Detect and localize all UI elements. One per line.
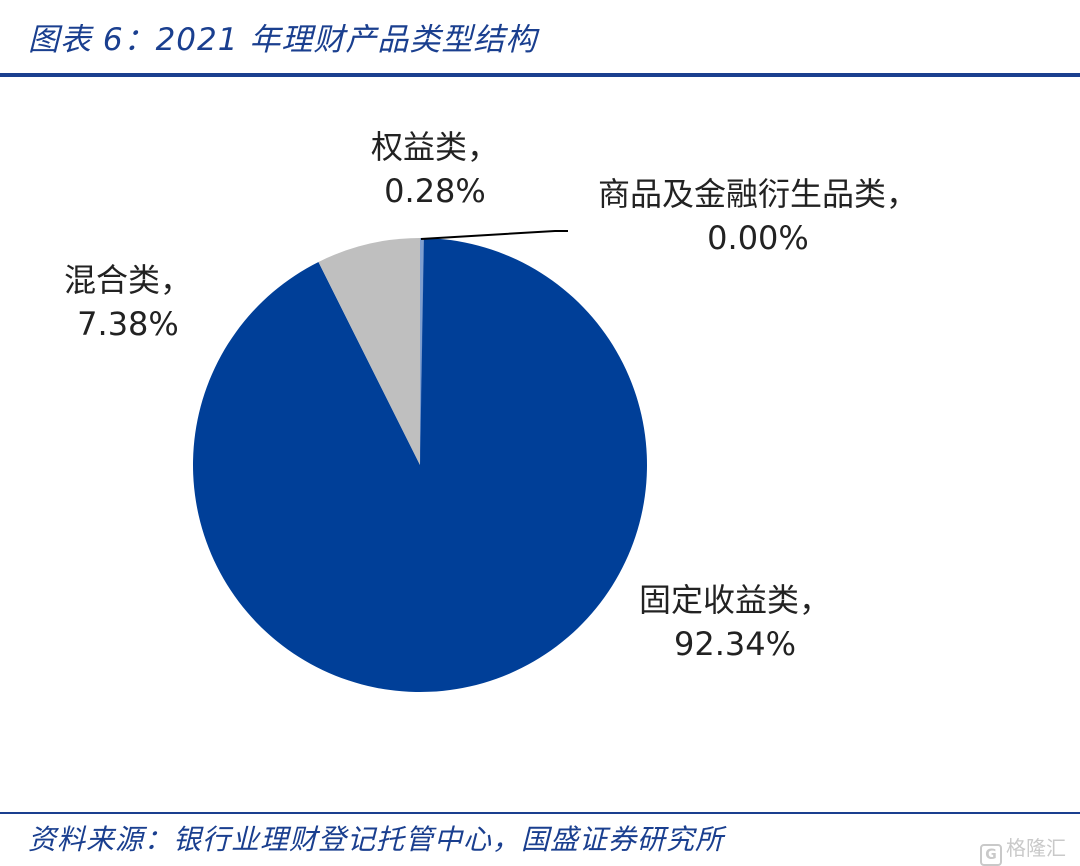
- data-label-value: 0.00%: [707, 219, 809, 257]
- chart-title: 图表 6：2021 年理财产品类型结构: [28, 22, 538, 58]
- data-label-1: 商品及金融衍生品类， 0.00%: [598, 172, 918, 260]
- data-label-value: 7.38%: [77, 305, 179, 343]
- pie-slice-2: [193, 238, 647, 692]
- leader-line: [420, 230, 568, 240]
- data-label-name: 固定收益类，: [638, 581, 832, 619]
- data-label-value: 0.28%: [384, 172, 486, 210]
- data-label-name: 混合类，: [63, 261, 193, 299]
- watermark-logo-icon: G: [980, 844, 1002, 866]
- source-divider: [0, 812, 1080, 814]
- data-label-name: 商品及金融衍生品类，: [597, 175, 919, 213]
- data-label-3: 混合类， 7.38%: [64, 258, 192, 346]
- data-label-0: 权益类， 0.28%: [371, 125, 499, 213]
- data-label-2: 固定收益类， 92.34%: [639, 578, 831, 666]
- title-divider: [0, 73, 1080, 77]
- data-label-value: 92.34%: [673, 625, 797, 663]
- watermark: G 格隆汇: [980, 832, 1066, 866]
- watermark-text: 格隆汇: [1006, 836, 1066, 860]
- data-label-name: 权益类，: [370, 128, 500, 166]
- source-note: 资料来源：银行业理财登记托管中心，国盛证券研究所: [28, 823, 725, 856]
- pie-slice-3: [318, 238, 420, 465]
